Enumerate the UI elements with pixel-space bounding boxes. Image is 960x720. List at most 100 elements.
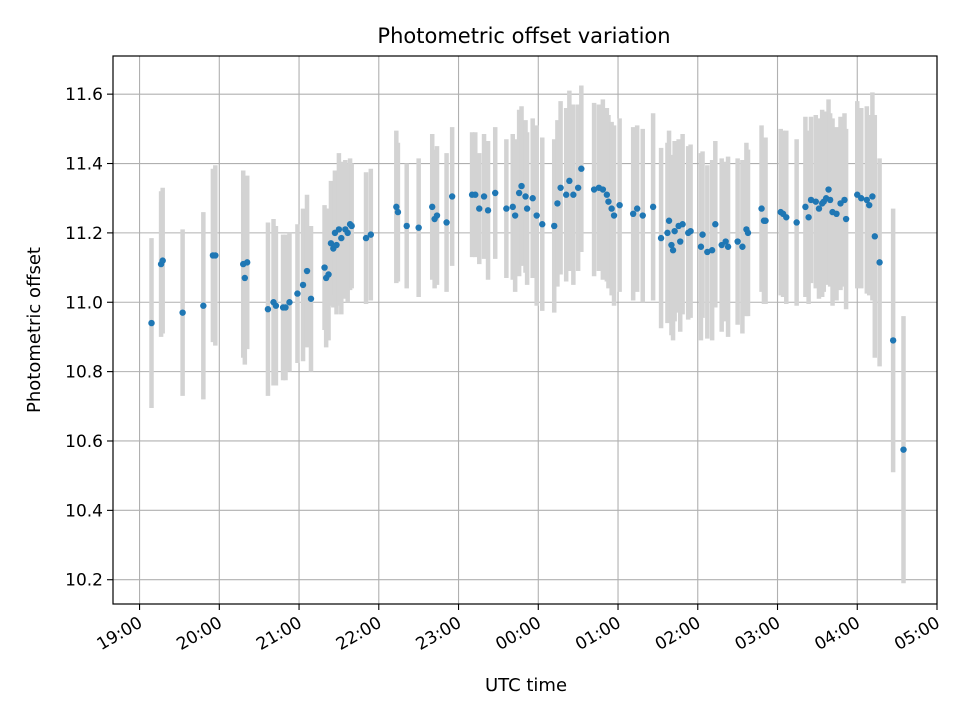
data-point (866, 201, 873, 209)
data-point (599, 186, 607, 193)
y-tick-label: 11.4 (65, 155, 103, 175)
data-point (299, 281, 307, 289)
data-point (871, 233, 878, 240)
data-point (825, 186, 832, 193)
data-point (294, 290, 301, 297)
data-point (325, 271, 332, 278)
data-point (610, 212, 618, 219)
error-bars (149, 85, 906, 584)
data-point (241, 274, 249, 282)
data-point (739, 243, 746, 250)
data-point (523, 205, 531, 212)
data-point (616, 201, 623, 209)
data-point (664, 229, 671, 237)
data-point (476, 205, 483, 212)
data-point (551, 222, 558, 230)
data-point (699, 231, 706, 238)
data-point (826, 196, 834, 204)
data-point (212, 252, 219, 259)
x-tick-label: 22:00 (333, 613, 385, 655)
data-point (503, 205, 510, 212)
y-axis: 10.2 10.4 10.6 10.8 11.0 11.2 11.4 11.6 (65, 85, 113, 591)
data-point (793, 219, 800, 226)
x-tick-label: 00:00 (492, 613, 544, 655)
data-point (668, 241, 675, 249)
data-point (433, 212, 441, 219)
data-point (679, 221, 686, 228)
data-point (697, 243, 705, 250)
data-point (335, 226, 343, 233)
data-point (321, 264, 328, 271)
data-point (448, 193, 456, 200)
data-point (876, 259, 883, 266)
y-tick-label: 10.2 (65, 571, 103, 591)
data-point (734, 238, 741, 245)
data-point (712, 221, 719, 228)
data-point (722, 238, 729, 245)
data-point (518, 182, 525, 190)
data-point (362, 234, 370, 242)
data-point (815, 205, 823, 212)
data-point (272, 302, 280, 309)
data-point (443, 219, 450, 226)
data-point (344, 229, 351, 237)
data-point (863, 196, 871, 204)
data-point (841, 196, 848, 204)
data-point (812, 198, 819, 205)
y-tick-label: 11.2 (65, 224, 103, 244)
data-point (394, 208, 402, 216)
y-tick-label: 11.6 (65, 85, 103, 105)
data-point (348, 222, 355, 230)
x-tick-label: 21:00 (253, 613, 305, 655)
data-point (244, 259, 251, 266)
data-point (515, 189, 523, 197)
data-point (603, 191, 611, 198)
data-point (554, 200, 561, 207)
data-point (762, 217, 769, 224)
data-point (677, 238, 684, 245)
data-point (783, 214, 790, 221)
data-point (303, 267, 311, 275)
data-point (633, 205, 641, 212)
data-point (900, 446, 907, 453)
x-tick-label: 19:00 (94, 613, 146, 655)
data-point (179, 309, 186, 316)
data-point (429, 203, 436, 211)
data-point (403, 222, 410, 230)
x-axis: 19:00 20:00 21:00 22:00 23:00 00:00 01:00 02:00… (94, 604, 944, 655)
x-tick-label: 03:00 (732, 613, 784, 655)
data-point (869, 193, 876, 200)
x-axis-label: UTC time (485, 675, 567, 696)
data-point (327, 240, 335, 247)
data-point (639, 212, 646, 219)
data-point (724, 243, 732, 250)
data-point (307, 295, 315, 302)
data-point (533, 212, 540, 219)
data-points (148, 165, 907, 453)
x-tick-label: 05:00 (891, 613, 943, 655)
data-point (566, 177, 573, 185)
y-axis-label: Photometric offset (24, 247, 45, 413)
data-point (509, 203, 516, 211)
data-point (472, 191, 479, 198)
data-point (415, 224, 422, 231)
data-point (629, 210, 637, 218)
data-point (744, 229, 752, 237)
y-tick-label: 10.4 (65, 501, 103, 521)
data-point (605, 198, 612, 205)
data-point (492, 189, 499, 197)
data-point (833, 210, 840, 218)
data-point (333, 241, 340, 249)
data-point (687, 227, 694, 235)
data-point (578, 165, 585, 172)
data-point (264, 305, 272, 313)
data-point (802, 203, 809, 211)
x-tick-label: 04:00 (811, 613, 863, 655)
data-point (338, 234, 345, 242)
data-point (708, 247, 716, 254)
y-tick-label: 11.0 (65, 293, 103, 313)
data-point (539, 221, 546, 228)
data-point (657, 234, 665, 242)
data-point (665, 217, 673, 224)
